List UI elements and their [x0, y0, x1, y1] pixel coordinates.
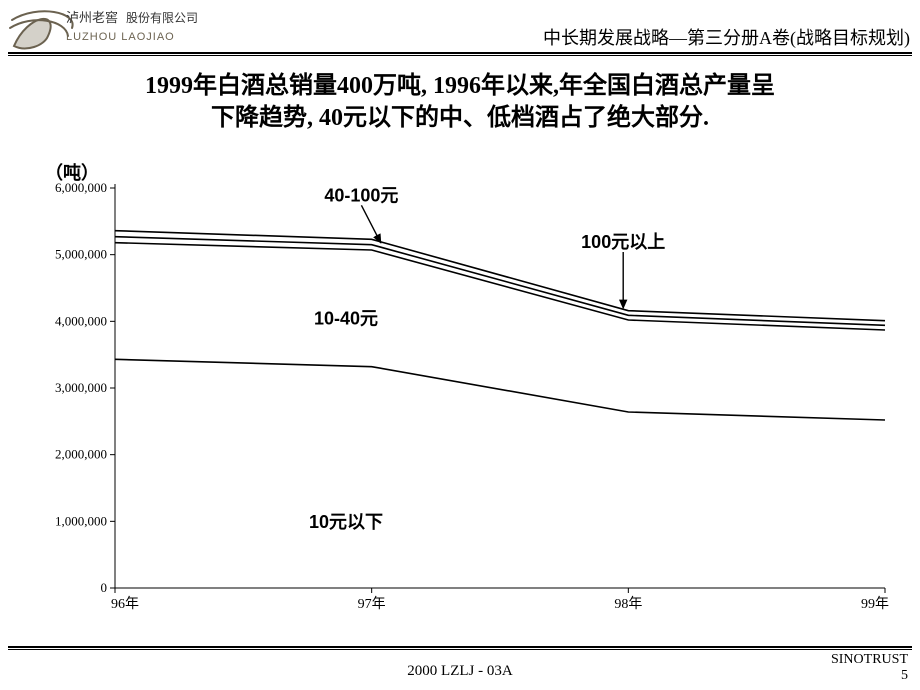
header-rule: [8, 52, 912, 56]
svg-text:LUZHOU LAOJIAO: LUZHOU LAOJIAO: [66, 31, 175, 43]
footer-rule: [8, 646, 912, 650]
footer-page-number: 5: [831, 668, 908, 684]
segment-label: 10元以下: [309, 512, 383, 532]
svg-text:6,000,000: 6,000,000: [55, 180, 107, 195]
stacked-area-chart: 0 1,000,000 2,000,000 3,000,000 4,000,000 5,0…: [45, 158, 895, 628]
svg-text:0: 0: [101, 580, 108, 595]
svg-text:98年: 98年: [614, 596, 642, 612]
header-subtitle: 中长期发展战略—第三分册A卷(战略目标规划): [543, 24, 910, 50]
footer-right: SINOTRUST 5: [831, 652, 908, 684]
company-logo: 泸州老窖 股份有限公司 LUZHOU LAOJIAO: [8, 6, 218, 54]
segment-label: 40-100元: [324, 185, 398, 205]
slide: 泸州老窖 股份有限公司 LUZHOU LAOJIAO 中长期发展战略—第三分册A…: [0, 0, 920, 690]
title-line-2: 下降趋势, 40元以下的中、低档酒占了绝大部分.: [40, 102, 880, 134]
segment-label: 100元以上: [581, 232, 665, 252]
svg-text:5,000,000: 5,000,000: [55, 247, 107, 262]
svg-text:96年: 96年: [111, 596, 139, 612]
title-line-1: 1999年白酒总销量400万吨, 1996年以来,年全国白酒总产量呈: [40, 70, 880, 102]
svg-text:1,000,000: 1,000,000: [55, 513, 107, 528]
footer-brand: SINOTRUST: [831, 652, 908, 668]
segment-label: 10-40元: [314, 309, 378, 329]
svg-text:3,000,000: 3,000,000: [55, 380, 107, 395]
svg-text:97年: 97年: [358, 596, 386, 612]
svg-text:4,000,000: 4,000,000: [55, 313, 107, 328]
svg-text:99年: 99年: [861, 596, 889, 612]
svg-text:2,000,000: 2,000,000: [55, 447, 107, 462]
slide-title: 1999年白酒总销量400万吨, 1996年以来,年全国白酒总产量呈 下降趋势,…: [40, 70, 880, 134]
svg-text:泸州老窖: 泸州老窖: [66, 10, 118, 25]
footer-center: 2000 LZLJ - 03A: [0, 663, 920, 680]
svg-text:股份有限公司: 股份有限公司: [126, 11, 198, 25]
